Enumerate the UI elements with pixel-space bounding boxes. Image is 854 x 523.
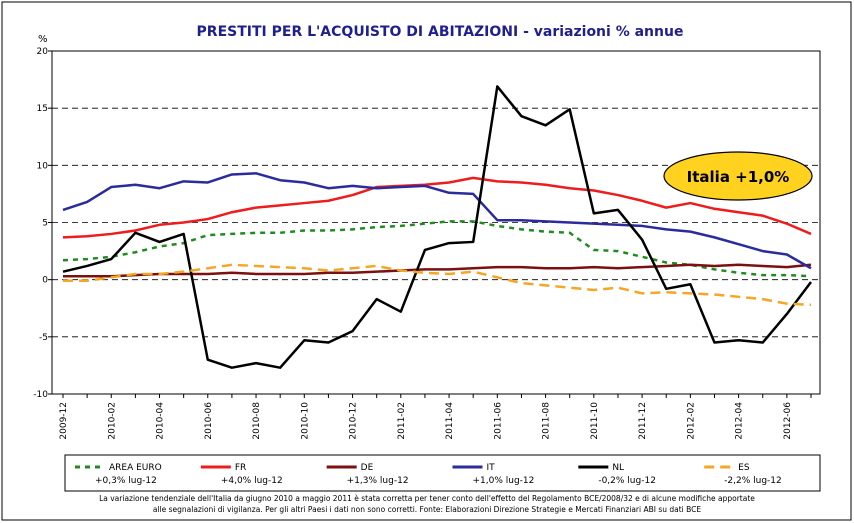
x-tick-label: 2011-02	[397, 402, 407, 440]
legend-label: FR	[235, 463, 246, 473]
x-tick-label: 2010-04	[156, 402, 166, 440]
y-tick-label: 15	[37, 104, 48, 114]
x-tick-label: 2009-12	[59, 402, 69, 440]
data-line	[62, 176, 812, 239]
y-tick-label: 0	[42, 276, 48, 286]
callout-text: Italia +1,0%	[687, 168, 790, 186]
legend-note: -0,2% lug-12	[598, 476, 656, 486]
x-tick-label: 2011-12	[638, 402, 648, 440]
legend-label: ES	[738, 463, 750, 473]
x-tick-label: 2011-04	[445, 402, 455, 440]
legend-label: DE	[361, 463, 374, 473]
legend-note: +0,3% lug-12	[95, 476, 157, 486]
data-line	[62, 85, 812, 369]
legend-note: +4,0% lug-12	[221, 476, 283, 486]
y-tick-label: 20	[37, 47, 49, 57]
legend-label: AREA EURO	[109, 463, 162, 473]
y-tick-label: 10	[37, 161, 49, 171]
footnote: alle segnalazioni di vigilanza. Per gli …	[153, 505, 702, 514]
x-tick-label: 2012-06	[783, 402, 793, 440]
y-axis-label: %	[38, 34, 48, 45]
x-tick-label: 2010-10	[300, 402, 310, 440]
y-tick-label: 5	[42, 219, 48, 229]
y-tick-label: -5	[39, 333, 48, 343]
legend-label: IT	[487, 463, 496, 473]
data-line	[63, 263, 812, 307]
x-tick-label: 2010-12	[349, 402, 359, 440]
data-line	[62, 172, 812, 270]
x-tick-label: 2011-06	[493, 402, 503, 440]
x-tick-label: 2011-10	[590, 402, 600, 440]
legend-box	[64, 454, 821, 492]
x-tick-label: 2010-06	[204, 402, 214, 440]
callout-bubble	[663, 151, 813, 201]
legend-label: NL	[612, 463, 624, 473]
x-tick-label: 2010-08	[252, 402, 262, 440]
x-tick-label: 2012-04	[735, 402, 745, 440]
legend-note: -2,2% lug-12	[724, 476, 782, 486]
legend-note: +1,0% lug-12	[473, 476, 535, 486]
footnote: La variazione tendenziale dell'Italia da…	[99, 494, 755, 503]
x-tick-label: 2010-02	[107, 402, 117, 440]
chart-title: PRESTITI PER L'ACQUISTO DI ABITAZIONI - …	[197, 24, 684, 40]
y-tick-label: -10	[33, 390, 48, 400]
legend-note: +1,3% lug-12	[347, 476, 409, 486]
data-line	[63, 263, 812, 278]
x-tick-label: 2012-02	[686, 402, 696, 440]
x-tick-label: 2011-08	[542, 402, 552, 440]
